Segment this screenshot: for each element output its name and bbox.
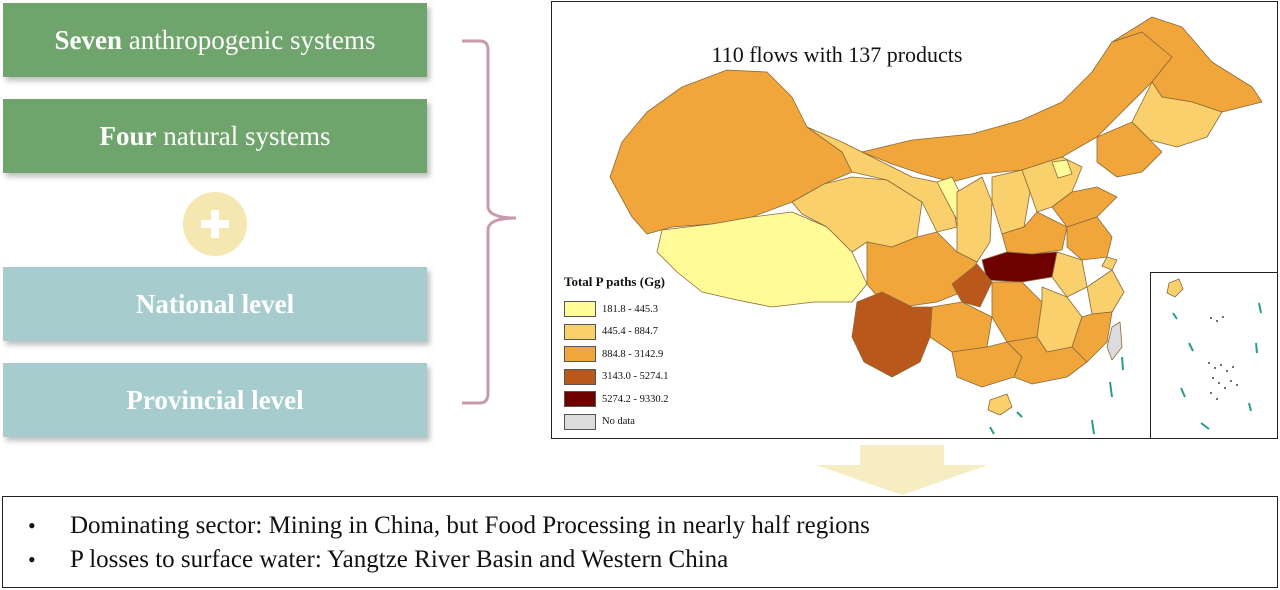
province-hunan — [991, 281, 1043, 343]
legend-label: 3143.0 - 5274.1 — [602, 371, 669, 383]
legend-label: No data — [602, 416, 635, 428]
bullet-icon: • — [28, 513, 36, 538]
province-hainan — [987, 393, 1013, 416]
natural-label: natural systems — [156, 120, 331, 151]
legend-swatch — [564, 368, 596, 385]
province-shanghai — [1101, 256, 1118, 271]
province-shanxi — [991, 169, 1031, 235]
province-guangdong — [1006, 336, 1088, 385]
province-tibet — [656, 211, 868, 308]
province-taiwan — [1106, 321, 1123, 361]
legend-label: 5274.2 - 9330.2 — [602, 393, 669, 405]
legend-swatch — [564, 413, 596, 430]
province-chongqing — [951, 263, 993, 308]
result-bullet: • Dominating sector: Mining in China, bu… — [28, 509, 1277, 543]
legend-label: 884.8 - 3142.9 — [602, 348, 664, 360]
anthropogenic-label: anthropogenic systems — [122, 24, 376, 55]
right-brace — [462, 39, 517, 405]
legend-item: 445.4 - 884.7 — [564, 321, 669, 344]
legend-item: 5274.2 - 9330.2 — [564, 388, 669, 411]
anthropogenic-systems-box: Seven anthropogenic systems — [3, 3, 427, 77]
province-liaoning — [1096, 121, 1163, 178]
legend-label: 445.4 - 884.7 — [602, 326, 658, 338]
natural-systems-box: Four natural systems — [3, 99, 427, 173]
province-beijing — [1051, 159, 1073, 179]
results-box: • Dominating sector: Mining in China, bu… — [2, 496, 1278, 588]
legend-item: 3143.0 - 5274.1 — [564, 366, 669, 389]
result-bullet: • P losses to surface water: Yangtze Riv… — [28, 543, 1277, 577]
legend-item: 884.8 - 3142.9 — [564, 343, 669, 366]
province-zhejiang — [1086, 269, 1125, 315]
legend-swatch — [564, 391, 596, 408]
result-text: Dominating sector: Mining in China, but … — [70, 512, 870, 539]
natural-count: Four — [99, 120, 157, 151]
inset-map — [1166, 278, 1262, 430]
bullet-icon: • — [28, 547, 36, 572]
south-china-sea-inset — [1150, 272, 1277, 438]
national-level-box: National level — [3, 267, 427, 341]
china-map — [609, 16, 1263, 435]
china-map-panel: 110 flows with 137 products — [551, 1, 1278, 439]
map-title: 110 flows with 137 products — [711, 42, 963, 67]
province-shaanxi — [956, 176, 993, 263]
plus-icon — [183, 192, 247, 256]
province-hubei — [981, 251, 1058, 283]
provincial-level-box: Provincial level — [3, 363, 427, 437]
province-guizhou — [929, 301, 993, 353]
legend-label: 181.8 - 445.3 — [602, 303, 658, 315]
map-legend: Total P paths (Gg) 181.8 - 445.3 445.4 -… — [564, 274, 669, 433]
legend-swatch — [564, 323, 596, 340]
anthropogenic-count: Seven — [54, 24, 123, 55]
legend-item: 181.8 - 445.3 — [564, 298, 669, 321]
provincial-level-label: Provincial level — [126, 384, 304, 415]
legend-swatch — [564, 301, 596, 318]
legend-swatch — [564, 346, 596, 363]
down-arrow-icon — [816, 445, 988, 495]
national-level-label: National level — [135, 288, 295, 319]
province-yunnan — [851, 291, 933, 378]
legend-item: No data — [564, 411, 669, 434]
legend-title: Total P paths (Gg) — [564, 274, 666, 289]
result-text: P losses to surface water: Yangtze River… — [70, 546, 729, 573]
